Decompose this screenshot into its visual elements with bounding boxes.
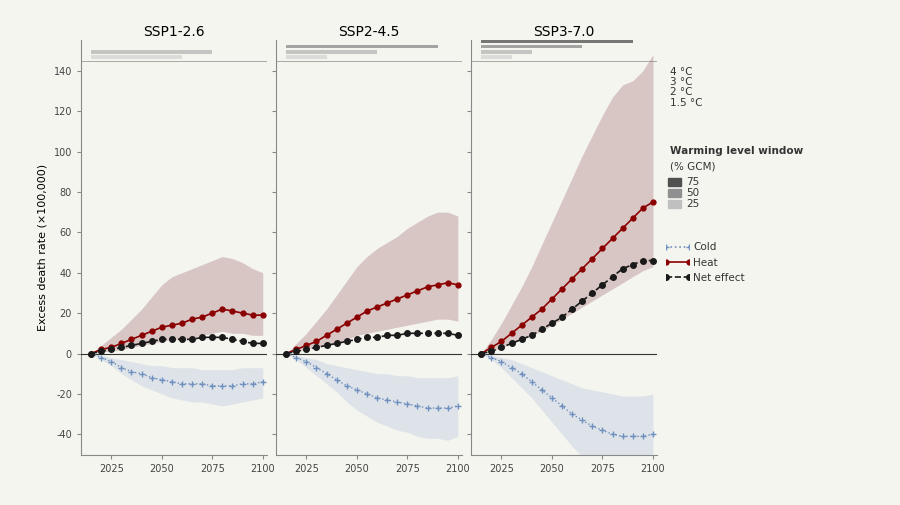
Text: (% GCM): (% GCM) xyxy=(670,162,716,172)
Bar xyxy=(482,55,511,59)
Text: Cold: Cold xyxy=(693,242,716,252)
Text: 75: 75 xyxy=(686,177,699,187)
Text: 3 °C: 3 °C xyxy=(670,77,693,87)
Bar xyxy=(286,45,437,48)
Text: 1.5 °C: 1.5 °C xyxy=(670,97,703,108)
Title: SSP2-4.5: SSP2-4.5 xyxy=(338,25,400,39)
Title: SSP3-7.0: SSP3-7.0 xyxy=(534,25,595,39)
Bar xyxy=(91,55,182,59)
Text: 50: 50 xyxy=(686,188,699,198)
Y-axis label: Excess death rate (×100,000): Excess death rate (×100,000) xyxy=(38,164,48,331)
Bar xyxy=(286,55,327,59)
Bar xyxy=(482,50,532,54)
Bar xyxy=(482,45,582,48)
Bar xyxy=(482,40,633,43)
Bar xyxy=(91,50,212,54)
Text: Warming level window: Warming level window xyxy=(670,146,804,157)
Text: Heat: Heat xyxy=(693,258,717,268)
Title: SSP1-2.6: SSP1-2.6 xyxy=(143,25,204,39)
Text: 25: 25 xyxy=(686,199,699,209)
Bar xyxy=(286,50,377,54)
Text: 4 °C: 4 °C xyxy=(670,67,693,77)
Text: Net effect: Net effect xyxy=(693,273,744,283)
Text: 2 °C: 2 °C xyxy=(670,87,693,97)
